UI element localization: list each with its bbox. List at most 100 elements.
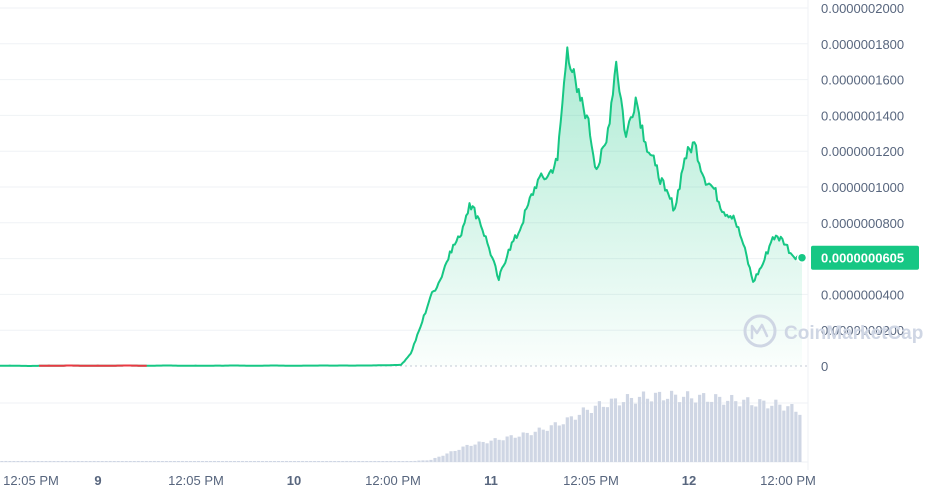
- volume-bar: [261, 461, 264, 462]
- volume-bar: [233, 461, 236, 462]
- volume-bar: [361, 461, 364, 462]
- y-tick-label: 0.0000002000: [821, 1, 904, 16]
- volume-bar: [117, 461, 120, 462]
- volume-bar: [538, 428, 541, 462]
- volume-bar: [654, 393, 657, 462]
- volume-bar: [441, 456, 444, 462]
- volume-bar: [281, 461, 284, 462]
- volume-bar: [790, 404, 793, 462]
- volume-bar: [425, 460, 428, 462]
- volume-bar: [646, 399, 649, 462]
- volume-bar: [738, 406, 741, 462]
- volume-bar: [357, 461, 360, 462]
- y-tick-label: 0.0000000400: [821, 287, 904, 302]
- volume-bar: [36, 461, 39, 462]
- volume-bar: [149, 461, 152, 462]
- volume-bar: [530, 435, 533, 462]
- volume-bar: [105, 461, 108, 462]
- volume-bar: [490, 441, 493, 462]
- volume-bar: [742, 400, 745, 462]
- volume-bar: [181, 461, 184, 462]
- volume-bar: [722, 405, 725, 462]
- volume-bar: [169, 461, 172, 462]
- volume-bar: [510, 435, 513, 462]
- volume-bar: [377, 461, 380, 462]
- volume-bar: [329, 461, 332, 462]
- volume-bar: [457, 450, 460, 462]
- volume-bar: [165, 461, 168, 462]
- volume-bar: [249, 461, 252, 462]
- volume-bar: [494, 438, 497, 462]
- volume-bar: [626, 394, 629, 462]
- volume-bar: [702, 393, 705, 462]
- volume-bar: [225, 461, 228, 462]
- volume-bar: [309, 461, 312, 462]
- volume-bar: [16, 461, 19, 462]
- volume-bar: [353, 461, 356, 462]
- volume-bar: [72, 461, 75, 462]
- volume-bar: [40, 461, 43, 462]
- volume-bar: [297, 461, 300, 462]
- volume-bar: [333, 461, 336, 462]
- volume-bar: [273, 461, 276, 462]
- volume-bar: [89, 461, 92, 462]
- volume-bar: [145, 461, 148, 462]
- volume-bar: [12, 461, 15, 462]
- volume-bar: [477, 442, 480, 462]
- volume-bar: [574, 420, 577, 462]
- volume-bar: [433, 458, 436, 462]
- volume-bar: [153, 461, 156, 462]
- volume-bar: [706, 402, 709, 462]
- volume-bar: [686, 391, 689, 462]
- volume-bar: [778, 405, 781, 462]
- volume-bar: [614, 398, 617, 462]
- volume-bar: [486, 443, 489, 462]
- volume-bar: [157, 461, 160, 462]
- volume-bar: [369, 461, 372, 462]
- volume-bar: [20, 461, 23, 462]
- volume-bar: [285, 461, 288, 462]
- volume-bar: [48, 461, 51, 462]
- volume-bar: [0, 461, 3, 462]
- volume-bar: [393, 461, 396, 462]
- volume-bar: [606, 407, 609, 462]
- volume-bar: [217, 461, 220, 462]
- price-area: [0, 47, 802, 366]
- volume-bar: [498, 440, 501, 462]
- volume-bar: [397, 461, 400, 462]
- volume-bar: [746, 397, 749, 462]
- volume-bar: [710, 402, 713, 462]
- volume-bar: [582, 407, 585, 462]
- volume-bar: [205, 461, 208, 462]
- x-tick-time-label: 12:00 PM: [365, 473, 421, 488]
- volume-bar: [694, 403, 697, 462]
- volume-bar: [698, 395, 701, 462]
- y-tick-label: 0.0000001000: [821, 180, 904, 195]
- price-area-fill: [0, 47, 802, 366]
- volume-bar: [269, 461, 272, 462]
- volume-bar: [133, 461, 136, 462]
- volume-bar: [786, 406, 789, 462]
- volume-bar: [44, 461, 47, 462]
- volume-bar: [413, 461, 416, 462]
- volume-bar: [634, 404, 637, 462]
- volume-bar: [642, 392, 645, 462]
- x-tick-time-label: 12:05 PM: [563, 473, 619, 488]
- volume-bar: [429, 460, 432, 462]
- volume-bar: [76, 461, 79, 462]
- volume-bar: [578, 415, 581, 462]
- volume-bar: [113, 461, 116, 462]
- volume-bar: [550, 425, 553, 462]
- volume-bar: [594, 406, 597, 462]
- volume-bar: [762, 401, 765, 462]
- volume-bar: [618, 405, 621, 462]
- y-tick-label: 0.0000001400: [821, 108, 904, 123]
- volume-bar: [385, 461, 388, 462]
- volume-bars: [0, 391, 801, 462]
- volume-bar: [60, 461, 63, 462]
- volume-bar: [449, 451, 452, 462]
- volume-bar: [64, 461, 67, 462]
